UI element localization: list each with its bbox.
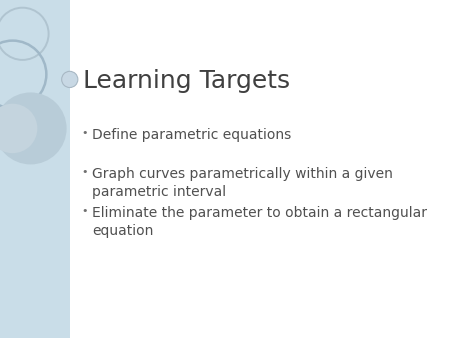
Text: •: • bbox=[81, 206, 87, 216]
Text: Graph curves parametrically within a given
parametric interval: Graph curves parametrically within a giv… bbox=[92, 167, 393, 199]
Text: •: • bbox=[81, 167, 87, 177]
Ellipse shape bbox=[0, 104, 37, 153]
Text: Learning Targets: Learning Targets bbox=[83, 69, 290, 93]
Text: Define parametric equations: Define parametric equations bbox=[92, 128, 292, 142]
Text: •: • bbox=[81, 128, 87, 139]
Ellipse shape bbox=[0, 92, 67, 165]
Text: Eliminate the parameter to obtain a rectangular
equation: Eliminate the parameter to obtain a rect… bbox=[92, 206, 427, 238]
Ellipse shape bbox=[62, 71, 78, 88]
Bar bbox=[0, 0, 70, 338]
